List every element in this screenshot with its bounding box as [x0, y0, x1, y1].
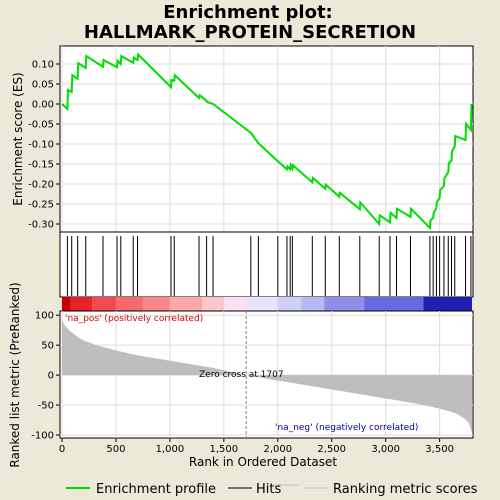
metric-y-ticks: 100 50 0 -50 -100 [31, 311, 60, 442]
metric-y-tick-label: -100 [31, 431, 54, 442]
chart-title-line1: Enrichment plot: [163, 2, 333, 23]
hit-marks [66, 236, 472, 296]
x-tick-label: 1,000 [156, 444, 185, 455]
es-y-tick-label: -0.10 [28, 140, 54, 151]
es-y-tick-label: 0.10 [32, 60, 54, 71]
metric-y-tick-label: 100 [35, 311, 54, 322]
x-tick-label: 3,000 [371, 444, 400, 455]
rank-color-bar [62, 297, 472, 311]
x-tick-label: 2,000 [263, 444, 292, 455]
negative-label: 'na_neg' (negatively correlated) [275, 423, 418, 433]
legend-enrichment-label: Enrichment profile [96, 482, 216, 497]
x-tick-label: 1,500 [210, 444, 239, 455]
color-bar-segment [70, 297, 93, 311]
color-bar-segment [115, 297, 143, 311]
es-y-tick-label: -0.20 [28, 180, 54, 191]
es-y-tick-label: 0.05 [32, 80, 54, 91]
es-grid [60, 46, 473, 232]
color-bar-segment [142, 297, 170, 311]
metric-y-tick-label: -50 [38, 401, 54, 412]
color-bar-segment [246, 297, 278, 311]
x-tick-label: 3,500 [425, 444, 454, 455]
color-bar-segment [277, 297, 302, 311]
color-bar-segment [301, 297, 325, 311]
es-y-tick-label: -0.05 [28, 120, 54, 131]
metric-y-tick-label: 0 [48, 371, 54, 382]
color-bar-segment [92, 297, 116, 311]
metric-x-ticks: 0 500 1,000 1,500 2,000 2,500 3,000 3,500 [59, 438, 454, 455]
es-y-tick-label: -0.30 [28, 220, 54, 231]
ranking-metric-area [62, 318, 472, 434]
x-tick-label: 0 [59, 444, 65, 455]
color-bar-segment [169, 297, 203, 311]
enrichment-profile-line [61, 52, 473, 231]
color-bar-segment [324, 297, 365, 311]
metric-y-axis-label: Ranked list metric (PreRanked) [8, 282, 22, 467]
es-y-tick-label: -0.15 [28, 160, 54, 171]
legend-ranking-label: Ranking metric scores [333, 482, 478, 497]
legend-hits-label: Hits [256, 482, 281, 497]
legend: Enrichment profile Hits Ranking metric s… [66, 482, 478, 497]
color-bar-segment [202, 297, 224, 311]
color-bar-segment [364, 297, 424, 311]
x-tick-label: 500 [106, 444, 125, 455]
positive-label: 'na_pos' (positively correlated) [65, 314, 203, 324]
color-bar-segment [62, 297, 71, 311]
es-y-tick-label: 0.00 [32, 100, 54, 111]
chart-title-line2: HALLMARK_PROTEIN_SECRETION [84, 22, 416, 43]
color-bar-segment [423, 297, 472, 311]
color-bar-segment [223, 297, 247, 311]
hits-panel [59, 231, 474, 298]
x-tick-label: 2,500 [317, 444, 346, 455]
metric-y-tick-label: 50 [41, 341, 54, 352]
es-y-ticks: 0.10 0.05 0.00 -0.05 -0.10 -0.15 -0.20 -0.25 -0.… [28, 60, 60, 231]
es-panel [59, 45, 474, 233]
x-axis-label: Rank in Ordered Dataset [189, 455, 337, 469]
es-y-tick-label: -0.25 [28, 200, 54, 211]
es-y-axis-label: Enrichment score (ES) [11, 72, 25, 205]
zero-cross-label: Zero cross at 1707 [199, 370, 284, 380]
